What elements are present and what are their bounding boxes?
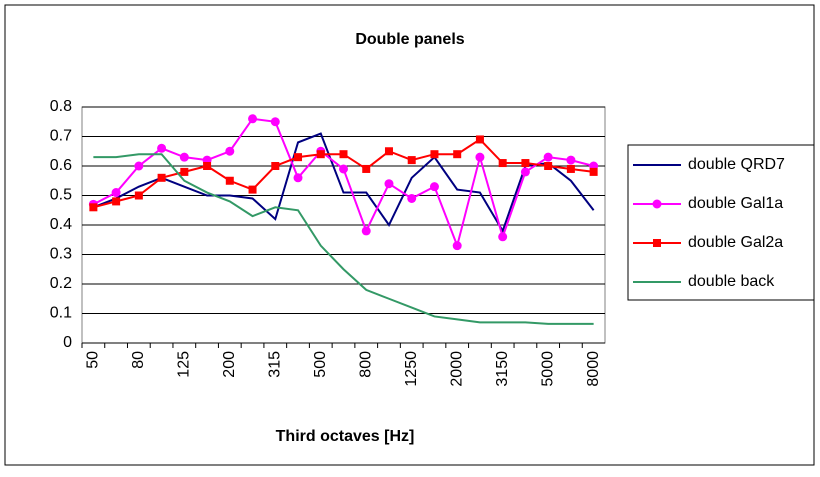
point <box>362 164 371 173</box>
point <box>498 232 508 242</box>
chart-title: Double panels <box>355 31 464 48</box>
legend-box <box>627 144 815 301</box>
y-tick-label: 0.1 <box>50 305 72 322</box>
point <box>361 226 371 236</box>
y-tick-label: 0.3 <box>50 246 72 263</box>
y-tick-label: 0.4 <box>50 216 72 233</box>
legend-label: double Gal2a <box>688 234 783 251</box>
point <box>407 156 416 165</box>
legend-label: double back <box>688 273 775 290</box>
series-line <box>93 132 595 234</box>
x-tick-label: 800 <box>357 351 374 378</box>
x-tick-label: 1250 <box>403 351 420 387</box>
point <box>475 135 484 144</box>
point <box>589 167 598 176</box>
legend-marker <box>653 239 661 247</box>
point <box>475 152 485 162</box>
point <box>452 241 462 251</box>
point <box>498 159 507 168</box>
y-tick-label: 0.5 <box>50 187 72 204</box>
point <box>271 162 280 170</box>
legend-marker <box>652 199 662 209</box>
point <box>566 164 575 173</box>
point <box>430 150 439 159</box>
point <box>248 114 258 124</box>
x-tick-label: 50 <box>85 351 102 369</box>
x-tick-label: 315 <box>267 351 284 378</box>
x-tick-label: 500 <box>312 351 329 378</box>
point <box>112 197 121 206</box>
point <box>339 150 348 159</box>
x-axis-title: Third octaves [Hz] <box>276 428 415 445</box>
point <box>134 191 143 200</box>
point <box>225 176 234 185</box>
y-tick-label: 0.6 <box>50 157 72 174</box>
point <box>270 117 280 127</box>
x-tick-label: 200 <box>221 351 238 378</box>
x-tick-label: 5000 <box>539 351 556 387</box>
y-tick-label: 0.2 <box>50 275 72 292</box>
point <box>294 153 303 162</box>
x-tick-label: 125 <box>176 351 193 378</box>
point <box>111 188 121 198</box>
x-tick-label: 2000 <box>448 351 465 387</box>
point <box>566 155 576 165</box>
series-line <box>93 153 594 325</box>
x-tick-label: 8000 <box>585 351 602 387</box>
point <box>89 203 98 212</box>
point <box>429 182 439 192</box>
y-tick-label: 0 <box>63 334 72 351</box>
point <box>339 164 348 174</box>
y-tick-label: 0.8 <box>50 98 72 115</box>
x-tick-label: 80 <box>130 351 147 369</box>
point <box>543 152 553 162</box>
x-tick-label: 3150 <box>494 351 511 387</box>
point <box>180 167 189 176</box>
point <box>157 173 166 182</box>
point <box>544 162 553 170</box>
point <box>407 193 417 203</box>
legend-label: double QRD7 <box>688 156 785 173</box>
point <box>384 179 394 189</box>
point <box>453 150 462 159</box>
point <box>248 185 257 194</box>
point <box>179 152 189 162</box>
point <box>157 143 167 153</box>
y-tick-label: 0.7 <box>50 128 72 145</box>
point <box>520 167 530 177</box>
point <box>316 150 325 159</box>
point <box>225 146 235 156</box>
point <box>293 173 303 183</box>
point <box>384 147 393 156</box>
point <box>134 161 144 171</box>
legend-label: double Gal1a <box>688 195 783 212</box>
point <box>203 162 212 170</box>
point <box>521 159 530 168</box>
